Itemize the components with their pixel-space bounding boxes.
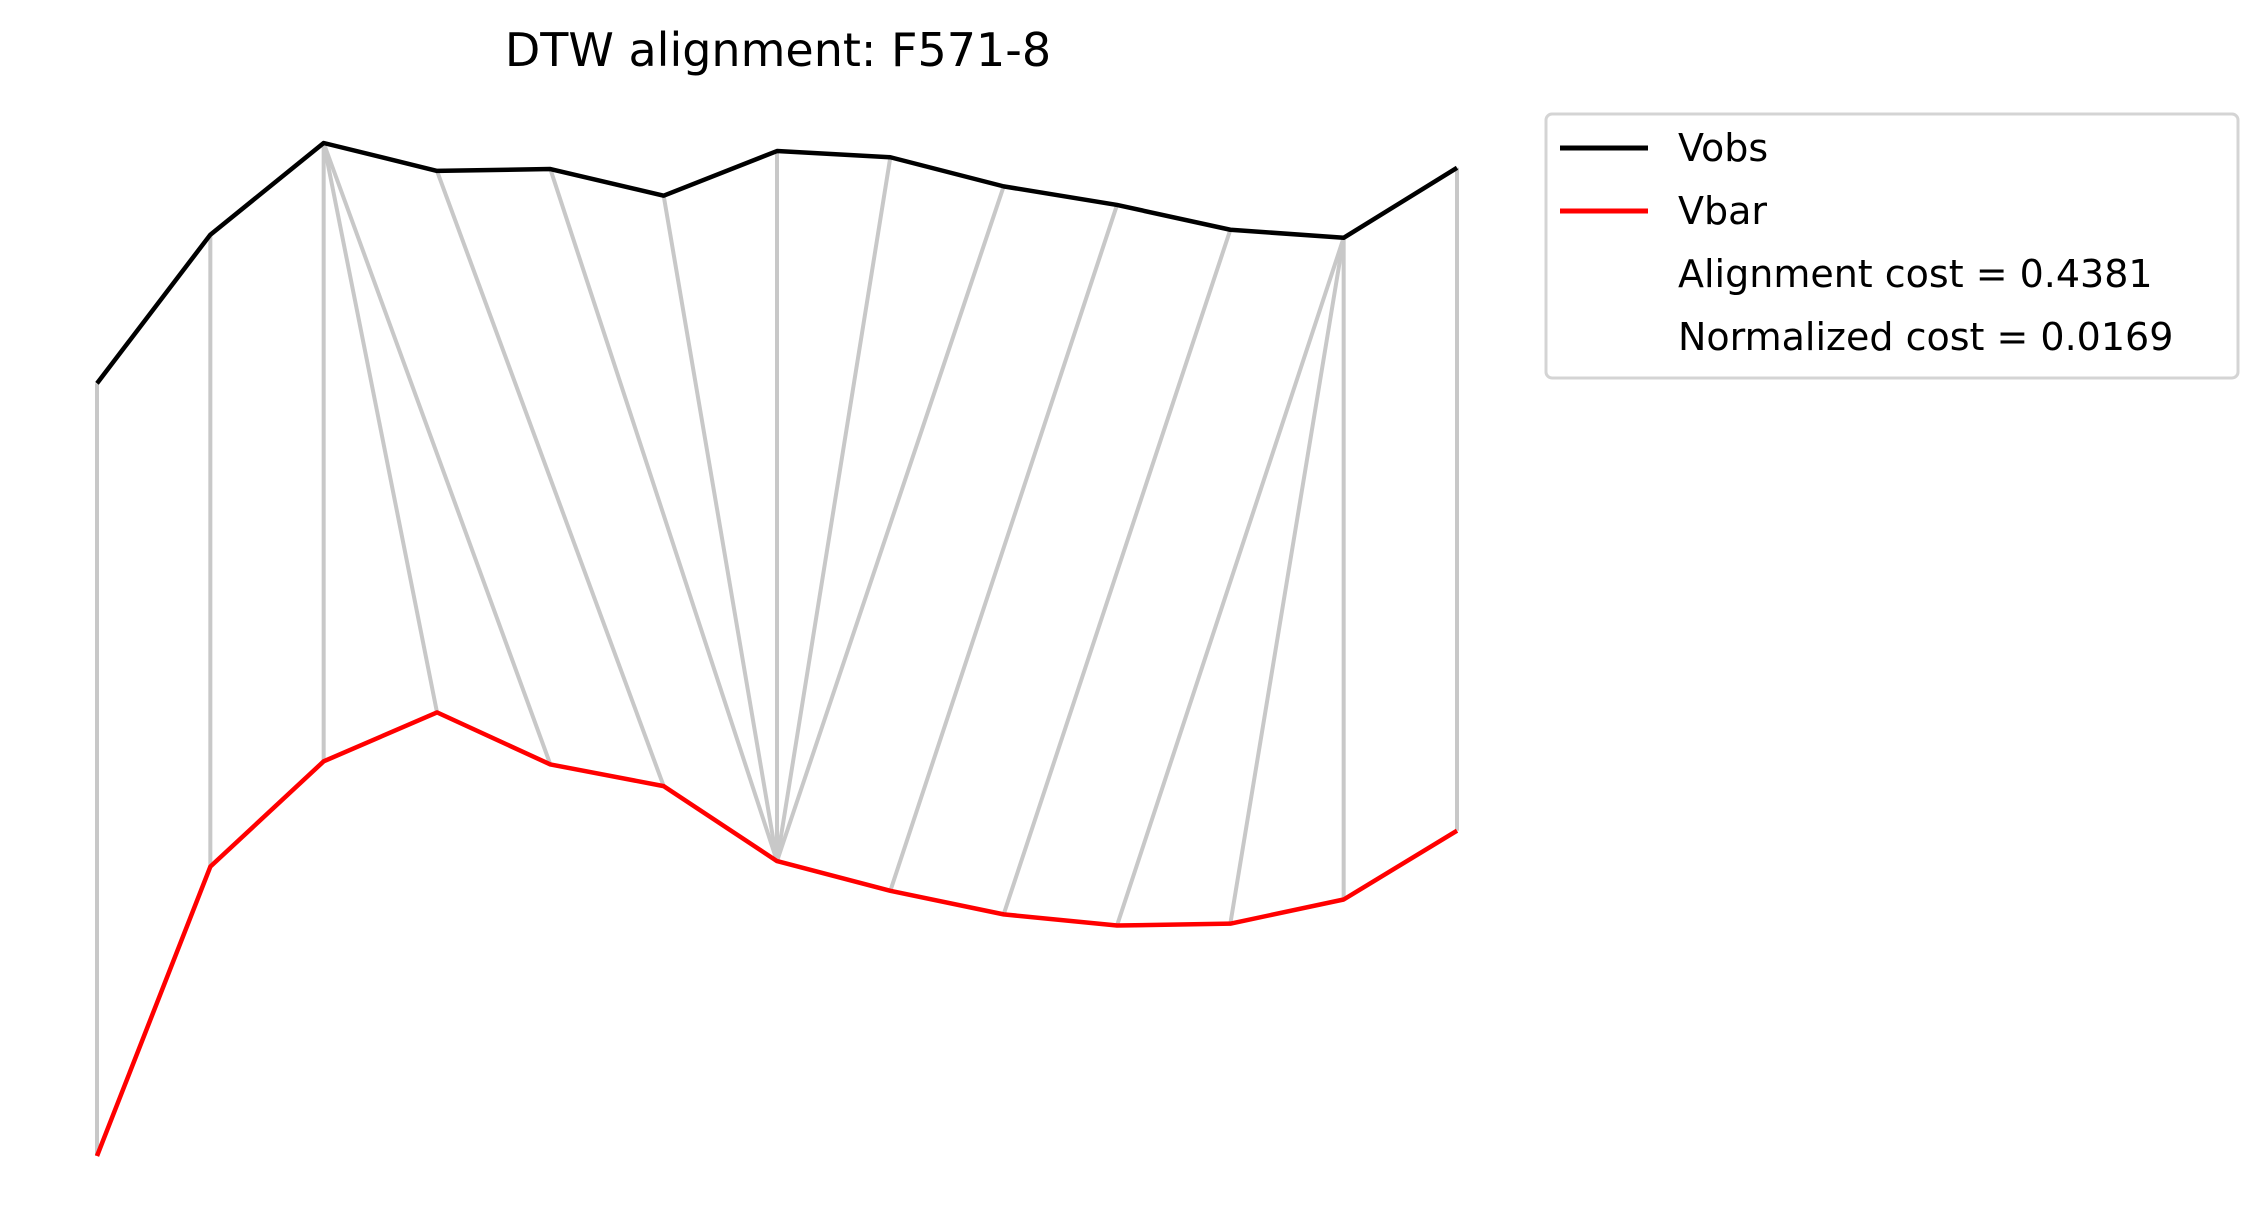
alignment-lines xyxy=(95,142,1459,1156)
legend: Vobs Vbar Alignment cost = 0.4381 Normal… xyxy=(1544,112,2240,380)
legend-frame xyxy=(1544,112,2240,380)
alignment-line-2-4 xyxy=(321,142,553,766)
legend-label-vbar: Vbar xyxy=(1678,189,1767,233)
alignment-line-4-6 xyxy=(548,168,779,862)
series-line-vobs xyxy=(95,140,1459,385)
alignment-line-10-8 xyxy=(1001,229,1233,915)
alignment-line-11-10 xyxy=(1228,237,1346,924)
legend-label-vobs: Vobs xyxy=(1678,126,1768,170)
chart-title: DTW alignment: F571-8 xyxy=(505,23,1051,77)
alignment-line-9-7 xyxy=(888,204,1119,892)
legend-alignment-cost: Alignment cost = 0.4381 xyxy=(1678,252,2153,296)
series-line-vbar xyxy=(94,710,1459,1157)
legend-normalized-cost: Normalized cost = 0.0169 xyxy=(1678,315,2173,359)
alignment-line-5-6 xyxy=(661,195,779,862)
alignment-line-7-6 xyxy=(775,156,893,862)
alignment-line-8-6 xyxy=(775,185,1006,862)
alignment-line-3-5 xyxy=(435,170,666,787)
series-lines xyxy=(94,140,1459,1157)
alignment-line-2-3 xyxy=(321,142,439,713)
alignment-line-11-9 xyxy=(1115,237,1346,927)
